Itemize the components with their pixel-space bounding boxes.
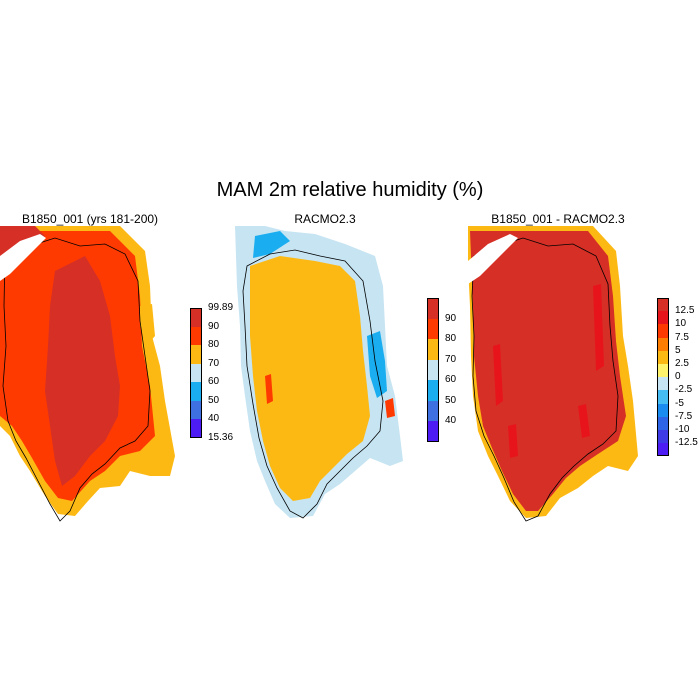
accent-patch-west [493, 344, 518, 458]
colorbar-tick-label: 15.36 [208, 431, 234, 443]
panel-title-model: B1850_001 (yrs 181-200) [21, 212, 159, 226]
colorbar-tick-label: 2.5 [675, 358, 689, 369]
coastline [471, 237, 619, 522]
colorbar-tick-label: 40 [208, 413, 220, 424]
greenland-core [250, 256, 370, 501]
colorbar-tick-label: 60 [208, 376, 220, 387]
colorbar-tick-label: 60 [445, 374, 457, 385]
colorbar-tick-label: 0 [675, 371, 681, 383]
accent-patch-east [578, 284, 604, 438]
accent-patch-east [140, 304, 155, 346]
map-difference [468, 226, 648, 526]
colorbar-tick-label: 50 [208, 394, 220, 406]
white-ocean-band [0, 234, 46, 281]
coastline [2, 237, 151, 522]
figure-title: MAM 2m relative humidity (%) [216, 179, 484, 201]
colorbar-tick-label: 10 [675, 318, 687, 330]
panel-title-difference: B1850_001 - RACMO2.3 [491, 212, 625, 226]
accent-patch-north [253, 231, 290, 258]
colorbar-tick-label: 70 [208, 357, 220, 369]
greenland-core [45, 256, 120, 486]
colorbar-tick-label: 50 [445, 394, 457, 406]
colorbar-frame [190, 308, 202, 438]
colorbar-tick-label: -12.5 [675, 437, 698, 449]
colorbar-tick-label: 12.5 [675, 305, 695, 317]
colorbar-tick-label: 99.89 [208, 302, 234, 313]
colorbar-tick-label: 80 [208, 339, 220, 350]
colorbar-tick-label: 90 [208, 320, 220, 332]
colorbar-tick-label: -2.5 [675, 384, 693, 396]
colorbar-tick-label: 90 [445, 312, 457, 324]
colorbar-tick-label: -5 [675, 397, 684, 409]
map-model [0, 226, 180, 526]
colorbar-tick-label: 40 [445, 415, 457, 426]
colorbar-tick-label: 70 [445, 353, 457, 365]
colorbar-tick-label: -10 [675, 424, 690, 435]
map-racmo [235, 226, 415, 526]
accent-patch-east [367, 331, 387, 398]
coastline [242, 249, 384, 519]
colorbar-tick-label: 7.5 [675, 331, 689, 343]
colorbar-frame [427, 298, 439, 442]
white-ocean-band [468, 234, 518, 284]
colorbar-frame [657, 298, 669, 457]
panel-title-racmo: RACMO2.3 [294, 212, 356, 226]
colorbar-tick-label: 80 [445, 333, 457, 344]
colorbar-tick-label: -7.5 [675, 410, 693, 422]
colorbar-tick-label: 5 [675, 344, 681, 356]
